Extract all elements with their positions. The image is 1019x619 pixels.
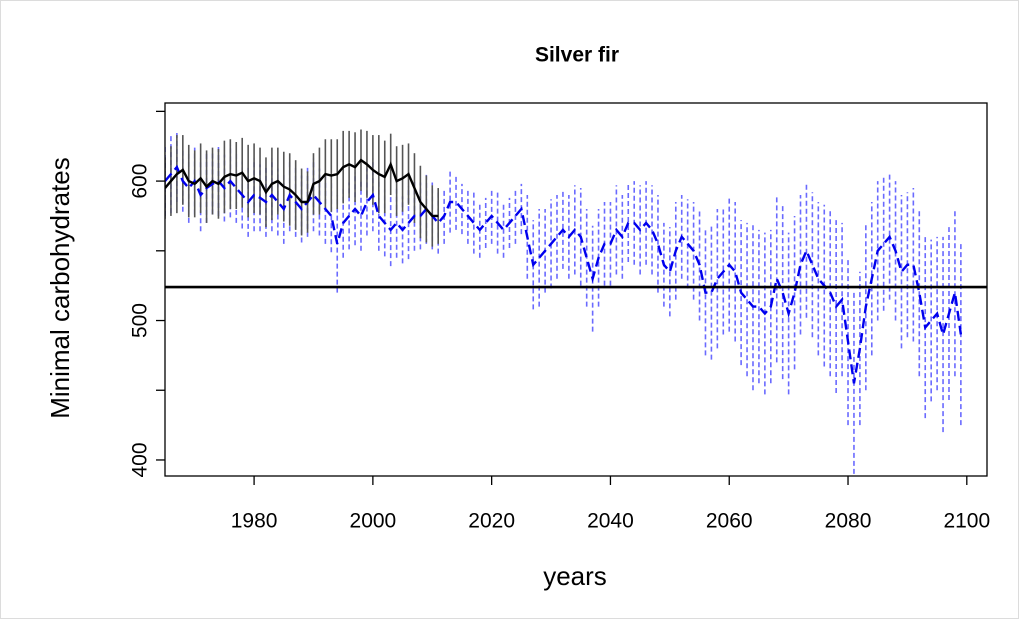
x-tick-label: 2020 [468,510,515,533]
x-tick-label: 2080 [825,510,872,533]
x-tick-label: 2100 [943,510,990,533]
x-tick-label: 2060 [706,510,753,533]
x-tick-label: 1980 [231,510,278,533]
x-tick-label: 2040 [587,510,634,533]
y-axis-label: Minimal carbohydrates [45,157,75,419]
plot-box [164,102,988,477]
series-line [165,158,439,218]
y-tick-label: 500 [129,303,152,338]
x-axis-label: years [543,561,607,591]
series-line [165,164,963,384]
chart-title: Silver fir [535,44,619,67]
y-tick-label: 600 [129,164,152,199]
y-tick-label: 400 [129,442,152,477]
plot-area [165,129,963,474]
x-tick-label: 2000 [350,510,397,533]
